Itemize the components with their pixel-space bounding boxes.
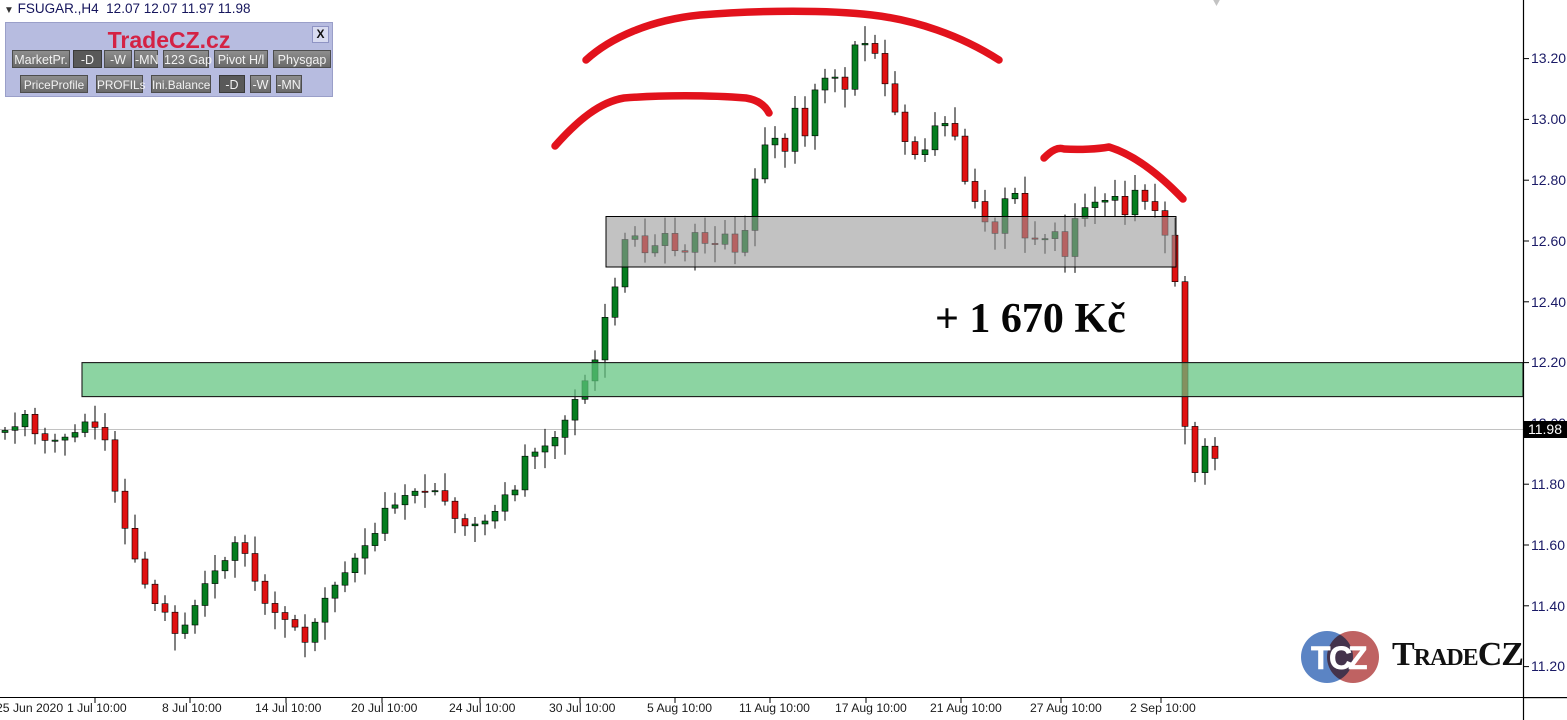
svg-text:T: T <box>1311 640 1331 676</box>
svg-text:Z: Z <box>1348 640 1368 676</box>
